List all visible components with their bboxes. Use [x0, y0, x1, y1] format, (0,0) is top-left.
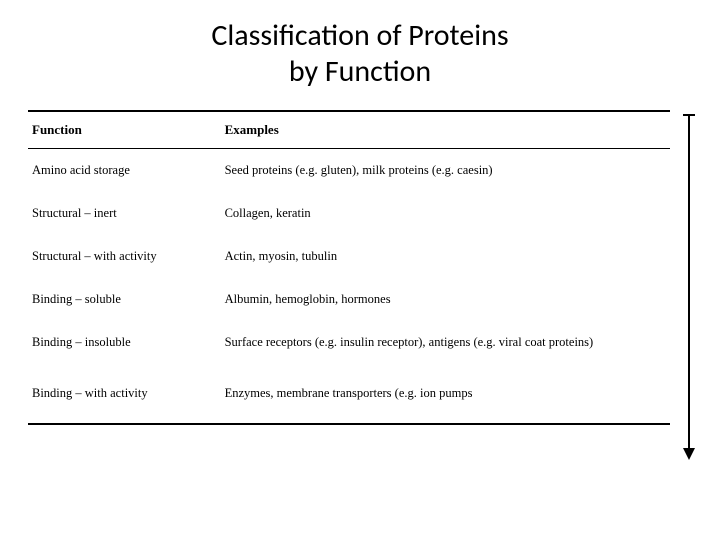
table-row: Amino acid storage Seed proteins (e.g. g… — [28, 149, 670, 193]
cell-examples: Albumin, hemoglobin, hormones — [221, 278, 670, 321]
arrow-head-icon — [683, 448, 695, 460]
cell-function: Structural – inert — [28, 192, 221, 235]
table-row: Structural – inert Collagen, keratin — [28, 192, 670, 235]
table-row: Binding – soluble Albumin, hemoglobin, h… — [28, 278, 670, 321]
table-row: Binding – insoluble Surface receptors (e… — [28, 321, 670, 364]
cell-function: Binding – insoluble — [28, 321, 221, 364]
table-container: Function Examples Amino acid storage See… — [28, 110, 670, 425]
cell-examples: Surface receptors (e.g. insulin receptor… — [221, 321, 670, 364]
cell-function: Amino acid storage — [28, 149, 221, 193]
cell-examples: Collagen, keratin — [221, 192, 670, 235]
table-header-row: Function Examples — [28, 111, 670, 149]
table-bottom-border — [28, 423, 670, 425]
title-line-1: Classification of Proteins — [0, 18, 720, 54]
table-row: Binding – with activity Enzymes, membran… — [28, 364, 670, 423]
column-header-examples: Examples — [221, 111, 670, 149]
cell-function: Structural – with activity — [28, 235, 221, 278]
column-header-function: Function — [28, 111, 221, 149]
title-line-2: by Function — [0, 54, 720, 90]
arrow-line-icon — [688, 115, 690, 450]
cell-examples: Seed proteins (e.g. gluten), milk protei… — [221, 149, 670, 193]
abundance-arrow — [674, 115, 704, 465]
cell-function: Binding – with activity — [28, 364, 221, 423]
cell-examples: Actin, myosin, tubulin — [221, 235, 670, 278]
cell-function: Binding – soluble — [28, 278, 221, 321]
cell-examples: Enzymes, membrane transporters (e.g. ion… — [221, 364, 670, 423]
table-row: Structural – with activity Actin, myosin… — [28, 235, 670, 278]
page-title: Classification of Proteins by Function — [0, 0, 720, 90]
protein-classification-table: Function Examples Amino acid storage See… — [28, 110, 670, 423]
